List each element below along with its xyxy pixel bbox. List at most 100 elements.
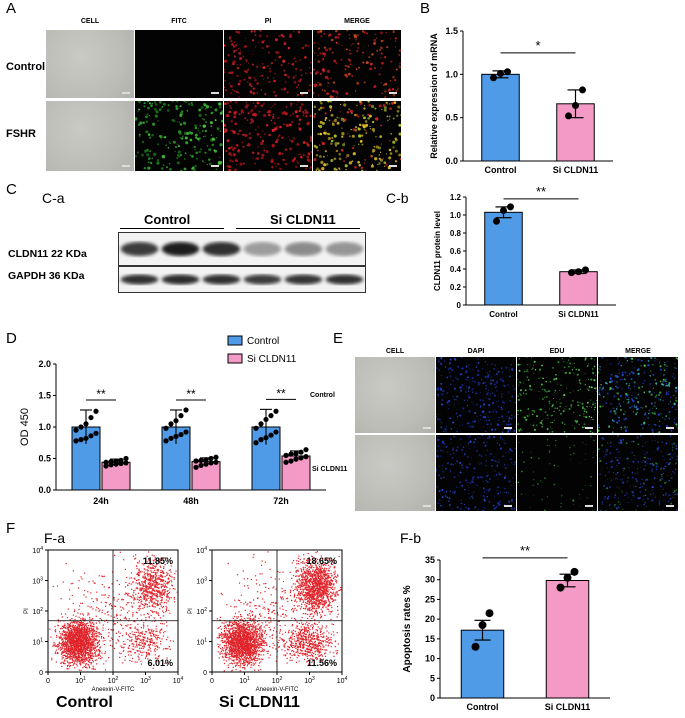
fluorescence-speckles: [598, 435, 678, 511]
blot-band-lane-4: [243, 274, 282, 285]
data-point: [268, 413, 274, 419]
data-point: [123, 460, 129, 466]
data-point: [208, 455, 214, 462]
y-tick-label: 1.2: [450, 193, 462, 202]
data-point: [507, 203, 514, 211]
data-point: [108, 459, 114, 465]
data-point: [103, 463, 109, 469]
fluorescence-speckles: [313, 101, 401, 171]
flow-plot-control: 00 101 101 102 102 103 103 104 104 Aneexin-V-FITC…: [24, 546, 184, 693]
data-point: [203, 457, 209, 463]
x-tick-label: Si CLDN11: [558, 310, 599, 319]
data-point: [173, 433, 179, 440]
y-tick-label: 0.6: [450, 247, 462, 256]
data-point: [500, 207, 507, 214]
x-tick-label: 104: [337, 676, 348, 685]
x-tick-label: 0: [46, 678, 50, 685]
data-point: [213, 459, 219, 465]
e-micrograph-control-cell: [355, 357, 435, 433]
data-point: [183, 407, 189, 413]
x-axis-title: Aneexin-V-FITC: [92, 687, 135, 693]
y-tick-label: 0.8: [450, 229, 462, 238]
bar-control: [460, 629, 505, 699]
y-tick-label: 0: [430, 693, 435, 703]
x-tick-label: 104: [173, 676, 184, 685]
panel-label-a: A: [6, 0, 17, 17]
blot-bands: [120, 242, 364, 256]
data-point: [163, 425, 169, 431]
blot-cldn11: [118, 232, 366, 266]
data-point: [288, 451, 294, 457]
blot-group-control: Control: [144, 212, 191, 227]
y-tick-label: 20: [425, 614, 435, 624]
e-col-header-merge: MERGE: [625, 348, 651, 355]
event-dots: [49, 551, 178, 671]
data-point: [283, 459, 289, 465]
x-tick-label: Control: [467, 702, 499, 712]
y-tick-label: 101: [196, 638, 207, 647]
data-point: [78, 437, 84, 443]
x-tick-label: Si CLDN11: [553, 165, 599, 175]
y-axis-title: PI: [24, 608, 30, 614]
data-point: [193, 458, 199, 464]
blot-band-lane-5: [284, 242, 323, 256]
col-header-merge: MERGE: [344, 18, 370, 25]
y-tick-label: 101: [32, 638, 43, 647]
sublabel-fb: F-b: [400, 530, 421, 546]
data-point: [490, 74, 497, 82]
data-point: [193, 464, 199, 470]
x-tick-label: 48h: [183, 496, 199, 506]
quadrant-upper-right-percent: 18.65%: [306, 556, 337, 566]
data-point: [263, 435, 269, 441]
fluorescence-speckles: [135, 101, 223, 171]
col-header-fitc: FITC: [171, 18, 187, 25]
data-point: [93, 408, 99, 414]
y-axis-title: CLDN11 protein level: [433, 211, 442, 291]
y-axis-title: Apoptosis rates %: [402, 585, 413, 672]
data-point: [493, 217, 500, 225]
data-point: [293, 450, 299, 457]
y-tick-label: 104: [196, 546, 207, 555]
bar-control: [481, 73, 520, 162]
panel-label-c: C: [6, 181, 17, 198]
e-micrograph-control-merge: [598, 357, 678, 433]
data-point: [73, 427, 79, 433]
x-tick-label: Control: [485, 165, 517, 175]
data-point: [570, 567, 579, 576]
data-point: [273, 408, 279, 414]
y-tick-label: 0.5: [445, 113, 458, 123]
data-point: [298, 449, 304, 455]
panel-label-b: B: [420, 0, 431, 17]
y-axis-title: PI: [188, 608, 194, 614]
e-col-header-edu: EDU: [549, 348, 565, 355]
y-tick-label: 30: [425, 575, 435, 585]
y-tick-label: 0.4: [450, 265, 462, 274]
significance-marker: **: [186, 387, 196, 401]
x-tick-label: 102: [108, 676, 119, 685]
flow-title-si: Si CLDN11: [219, 694, 300, 711]
micrograph-fshr-cell: [46, 101, 134, 171]
x-tick-label: Control: [489, 310, 517, 319]
y-tick-label: 1.5: [445, 26, 458, 36]
bar-si-cldn11: [545, 580, 590, 699]
data-point: [283, 452, 289, 458]
e-micrograph-control-dapi: [436, 357, 516, 433]
blot-band-lane-2: [161, 242, 200, 256]
band-label-gapdh: GAPDH 36 KDa: [8, 270, 85, 282]
data-point: [78, 424, 84, 430]
e-col-header-dapi: DAPI: [467, 348, 485, 355]
e-row-label-control: Control: [310, 392, 335, 399]
significance-marker: **: [520, 545, 530, 558]
chart-b-mrna-expression: 0.0 0.5 1.0 1.5 Relative expression of mRNA C…: [429, 26, 613, 175]
y-tick-label: 1.0: [450, 211, 462, 220]
x-tick-label: 103: [304, 676, 315, 685]
y-tick-label: 1.5: [38, 391, 51, 401]
micrograph-control-merge: [313, 30, 401, 98]
data-point: [173, 418, 179, 424]
data-point: [213, 454, 219, 460]
data-point: [273, 429, 279, 435]
blot-group-si: Si CLDN11: [270, 212, 336, 227]
y-tick-label: 10: [425, 654, 435, 664]
fluorescence-speckles: [436, 357, 516, 433]
data-point: [298, 455, 304, 461]
